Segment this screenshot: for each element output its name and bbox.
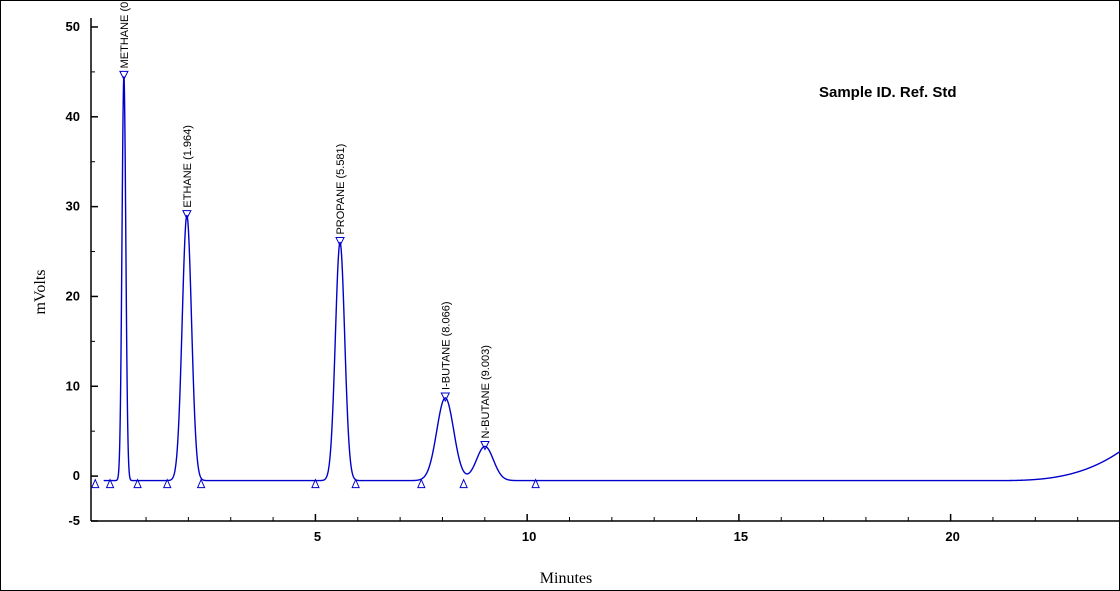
peak-label: METHANE (0.477)	[119, 0, 131, 68]
peak-labels: METHANE (0.477) ETHANE (1.964) PROPANE (5.…	[119, 0, 492, 451]
peak-apex-marker	[480, 440, 490, 451]
y-tick-label: -5	[68, 513, 80, 528]
peak-label: PROPANE (5.581)	[335, 144, 347, 235]
integration-marker	[196, 478, 206, 489]
peak-apex-marker	[182, 210, 192, 220]
integration-marker	[90, 478, 100, 489]
peak-apex-marker	[440, 392, 451, 403]
y-tick-label: 40	[66, 109, 80, 124]
integration-marker	[417, 478, 426, 489]
integration-marker	[459, 478, 468, 489]
x-axis-title: Minutes	[540, 570, 592, 587]
integration-marker	[531, 478, 540, 489]
y-tick-label: 30	[66, 199, 80, 214]
y-axis-title: mVolts	[32, 269, 49, 314]
y-tick-label: 0	[73, 468, 80, 483]
y-tick-label: 20	[66, 288, 80, 303]
y-tick-label: 50	[66, 19, 80, 34]
y-tick-label: 10	[66, 378, 80, 393]
peak-label: N-BUTANE (9.003)	[480, 345, 492, 438]
sample-id-label: Sample ID. Ref. Std	[819, 84, 957, 101]
x-tick-label: 20	[945, 529, 959, 544]
integration-marker	[162, 478, 172, 489]
peak-apex-marker	[119, 70, 129, 81]
axes	[90, 18, 1120, 522]
signal-trace	[103, 76, 1120, 482]
integration-marker	[351, 478, 360, 489]
x-tick-label: 5	[314, 529, 321, 544]
peak-label: ETHANE (1.964)	[182, 125, 194, 208]
integration-marker	[105, 478, 115, 489]
integration-markers	[90, 478, 540, 489]
integration-marker	[311, 478, 320, 489]
peak-apex-marker	[335, 237, 345, 247]
x-tick-label: 10	[522, 529, 536, 544]
integration-marker	[133, 478, 142, 489]
x-tick-label: 15	[734, 529, 748, 544]
peak-label: I-BUTANE (8.066)	[440, 302, 452, 390]
ticks: -5 0 10 20 30 40 50 5 10 15 20	[66, 19, 1079, 544]
